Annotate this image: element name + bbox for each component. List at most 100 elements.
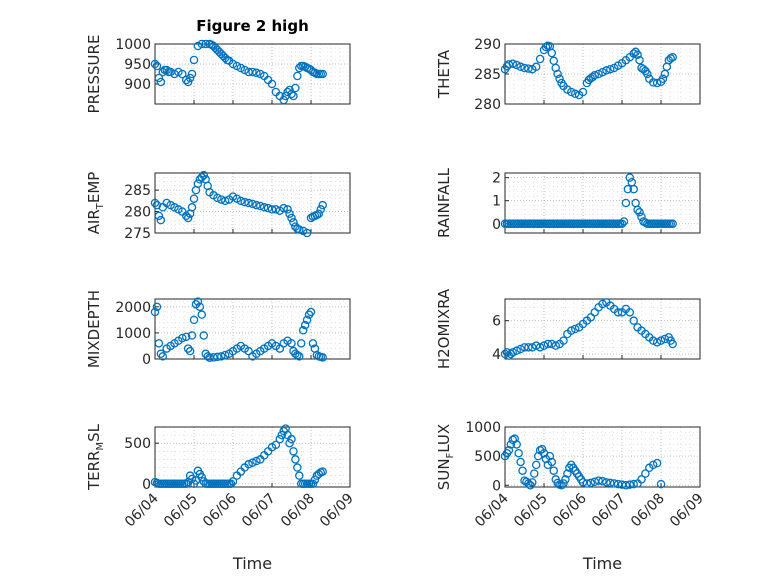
- data-point: [652, 78, 662, 88]
- data-point: [244, 67, 253, 77]
- data-point: [530, 469, 539, 478]
- x-axis-label: Time: [232, 554, 272, 573]
- x-tick-label: 06/08: [628, 491, 668, 531]
- data-point: [629, 184, 638, 194]
- data-point: [633, 205, 642, 215]
- data-point: [279, 95, 288, 105]
- data-point: [310, 475, 320, 484]
- data-point: [183, 213, 193, 223]
- data-point: [298, 326, 308, 335]
- y-tick-label: 500: [474, 449, 501, 465]
- axes-frame: [154, 172, 351, 234]
- data-point: [510, 434, 519, 443]
- data-point: [213, 352, 222, 362]
- data-point: [582, 479, 592, 488]
- data-point: [302, 228, 312, 238]
- data-point: [613, 479, 623, 489]
- data-point: [567, 326, 576, 335]
- data-point: [283, 205, 292, 214]
- data-point: [652, 338, 662, 347]
- data-point: [668, 219, 677, 229]
- data-point: [252, 200, 261, 210]
- data-point: [308, 479, 318, 489]
- data-point: [621, 198, 631, 208]
- y-tick-label: 500: [124, 436, 151, 452]
- data-point: [549, 466, 559, 475]
- data-point: [197, 473, 207, 482]
- y-axis-label-subscript: F: [445, 452, 456, 458]
- data-point: [295, 225, 304, 234]
- data-point: [306, 307, 316, 317]
- data-point: [633, 50, 642, 60]
- data-point: [578, 87, 588, 97]
- data-point: [641, 469, 650, 478]
- data-point: [213, 193, 222, 203]
- y-tick-label: 285: [474, 67, 501, 83]
- data-point: [289, 91, 298, 101]
- data-point: [183, 77, 193, 87]
- y-tick-label: 0: [142, 352, 151, 368]
- data-point: [193, 179, 203, 188]
- data-point: [154, 73, 164, 83]
- data-point: [185, 73, 195, 83]
- data-point: [537, 444, 547, 454]
- data-point: [512, 60, 521, 70]
- data-point: [293, 350, 302, 360]
- y-tick-label: 285: [124, 183, 151, 199]
- data-point: [598, 299, 607, 309]
- x-axis-label: Time: [582, 554, 622, 573]
- data-point: [259, 203, 269, 212]
- data-point: [228, 477, 238, 486]
- y-tick-label: 6: [492, 314, 501, 330]
- data-point: [178, 69, 187, 79]
- data-point: [263, 203, 273, 213]
- data-point: [570, 324, 580, 334]
- data-point: [271, 205, 281, 214]
- data-point: [304, 310, 314, 319]
- y-axis-label-tail: EMP: [85, 172, 103, 203]
- data-point: [152, 200, 162, 210]
- subplot-mixdepth: 0 1000 2000 MIXDEPTH: [85, 290, 351, 368]
- data-point: [248, 199, 257, 209]
- data-point: [561, 475, 570, 484]
- data-point: [512, 440, 521, 449]
- data-point: [152, 302, 162, 312]
- data-point: [545, 451, 555, 461]
- data-point: [623, 184, 633, 194]
- data-point: [279, 203, 288, 213]
- data-point: [559, 479, 568, 488]
- x-tick-label: 06/07: [239, 491, 279, 531]
- data-point: [244, 198, 253, 208]
- y-tick-label: 950: [124, 57, 151, 73]
- data-point: [629, 316, 638, 325]
- data-point: [516, 344, 525, 354]
- y-axis-label-tail: SL: [85, 423, 103, 442]
- data-point: [152, 61, 162, 71]
- data-point: [316, 205, 325, 214]
- y-axis-label: THETA: [435, 49, 453, 99]
- data-point: [594, 476, 603, 485]
- data-point: [187, 474, 197, 484]
- data-point: [518, 466, 527, 475]
- data-point: [541, 42, 551, 52]
- y-tick-label: 0: [492, 217, 501, 233]
- data-point: [271, 440, 281, 450]
- axes-frame: [154, 298, 351, 360]
- y-axis-label-main: THETA: [435, 49, 453, 99]
- data-point: [660, 334, 670, 344]
- data-point: [248, 67, 257, 77]
- data-point: [156, 215, 166, 225]
- data-point: [287, 213, 296, 223]
- data-point: [291, 83, 300, 93]
- data-point: [551, 63, 560, 73]
- y-tick-label: 4: [492, 347, 501, 363]
- y-axis-label-main: PRESSURE: [85, 35, 103, 114]
- x-tick-label: 06/06: [550, 490, 590, 530]
- data-point: [621, 481, 631, 490]
- data-point: [668, 339, 677, 349]
- y-tick-label: 0: [492, 478, 501, 494]
- data-point: [302, 315, 312, 325]
- data-point: [178, 333, 187, 343]
- data-point: [289, 218, 298, 227]
- x-tick-label: 06/06: [200, 490, 240, 530]
